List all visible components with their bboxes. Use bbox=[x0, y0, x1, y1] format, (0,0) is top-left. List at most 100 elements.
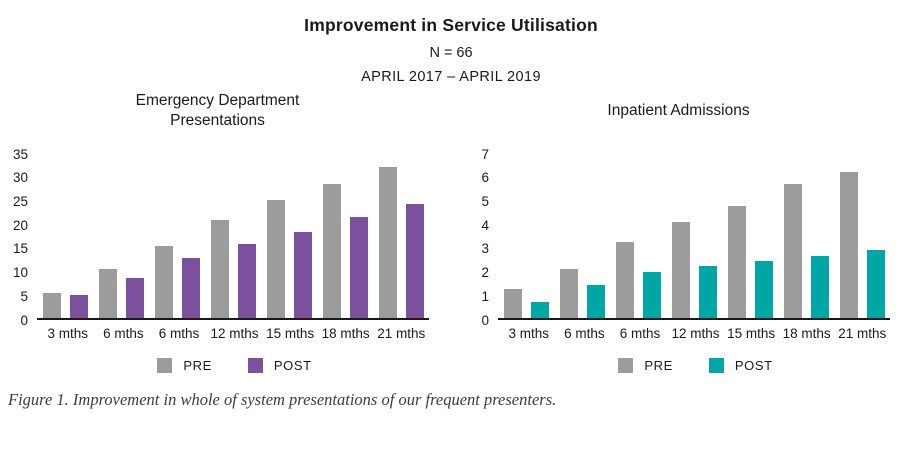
y-tick-label: 35 bbox=[12, 146, 28, 162]
pre-bar bbox=[727, 205, 746, 318]
x-axis-label: 6 mths bbox=[158, 326, 200, 341]
pre-bar bbox=[266, 199, 285, 318]
y-tick-label: 4 bbox=[481, 217, 489, 233]
x-axis-label: 6 mths bbox=[564, 326, 605, 341]
chart-title-line: Presentations bbox=[170, 112, 265, 129]
legend-item-pre: PRE bbox=[618, 358, 673, 373]
bar-group bbox=[373, 154, 429, 318]
chart-emergency-department: Emergency Department Presentations 0 5 10 15… bbox=[6, 90, 429, 373]
y-tick-label: 2 bbox=[481, 264, 489, 280]
legend-swatch-post bbox=[247, 358, 263, 373]
legend: PRE POST bbox=[501, 358, 890, 373]
post-bar bbox=[349, 216, 368, 318]
bar-group bbox=[317, 154, 373, 318]
x-axis-label: 18 mths bbox=[782, 326, 831, 341]
figure-caption: Figure 1. Improvement in whole of system… bbox=[8, 390, 557, 409]
legend-label: PRE bbox=[644, 358, 673, 373]
x-axis-label: 3 mths bbox=[508, 326, 550, 341]
y-tick-label: 20 bbox=[12, 217, 28, 233]
bar-plot bbox=[498, 154, 890, 320]
x-axis-label: 6 mths bbox=[619, 326, 661, 341]
bar-group bbox=[666, 154, 722, 318]
legend-label: POST bbox=[273, 358, 312, 373]
y-axis: 0 1 2 3 4 5 6 7 bbox=[467, 147, 498, 326]
post-bar bbox=[125, 278, 144, 318]
bar-group bbox=[93, 154, 149, 318]
y-tick-label: 7 bbox=[481, 146, 489, 162]
bar-group bbox=[778, 154, 834, 318]
x-axis-label: 15 mths bbox=[727, 326, 776, 341]
legend-swatch-pre bbox=[618, 358, 634, 373]
x-axis-label: 3 mths bbox=[47, 326, 89, 341]
pre-bar bbox=[671, 221, 690, 318]
y-tick-label: 6 bbox=[481, 169, 489, 185]
pre-bar bbox=[154, 246, 173, 318]
post-bar bbox=[642, 272, 661, 318]
pre-bar bbox=[503, 288, 522, 318]
x-axis-label: 18 mths bbox=[321, 326, 370, 341]
x-axis-label: 12 mths bbox=[210, 326, 259, 341]
post-bar bbox=[698, 266, 717, 318]
post-bar bbox=[754, 260, 773, 318]
bar-group bbox=[149, 154, 205, 318]
chart-title-line: Emergency Department bbox=[135, 91, 300, 109]
post-bar bbox=[237, 243, 256, 318]
post-bar bbox=[866, 250, 885, 318]
bar-group bbox=[37, 154, 93, 318]
legend: PRE POST bbox=[40, 358, 429, 373]
chart-plot-area: 0 1 2 3 4 5 6 7 bbox=[467, 147, 890, 326]
pre-bar bbox=[783, 184, 802, 318]
pre-bar bbox=[322, 183, 341, 318]
chart-plot-area: 0 5 10 15 20 25 30 35 bbox=[6, 147, 429, 326]
bar-plot bbox=[37, 154, 429, 320]
legend-label: POST bbox=[734, 358, 773, 373]
x-axis-label: 21 mths bbox=[838, 326, 887, 341]
pre-bar bbox=[42, 292, 61, 318]
legend-swatch-pre bbox=[157, 358, 173, 373]
y-tick-label: 0 bbox=[20, 312, 28, 328]
chart-inpatient-admissions: Inpatient Admissions 0 1 2 3 4 5 6 7 3 mths 6 mt… bbox=[467, 90, 890, 373]
post-bar bbox=[293, 231, 312, 318]
post-bar bbox=[181, 258, 200, 318]
y-tick-label: 1 bbox=[481, 288, 489, 304]
bar-group bbox=[261, 154, 317, 318]
x-axis: 3 mths 6 mths 6 mths 12 mths 15 mths 18 mths 2… bbox=[501, 326, 890, 341]
pre-bar bbox=[839, 171, 858, 318]
y-tick-label: 30 bbox=[12, 169, 28, 185]
chart-title-line: Inpatient Admissions bbox=[607, 101, 750, 119]
page-title: Improvement in Service Utilisation bbox=[304, 15, 598, 35]
x-axis: 3 mths 6 mths 6 mths 12 mths 15 mths 18 mths 2… bbox=[40, 326, 429, 341]
post-bar bbox=[586, 285, 605, 318]
bar-group bbox=[722, 154, 778, 318]
legend-item-post: POST bbox=[708, 358, 773, 373]
figure-header: Improvement in Service Utilisation N = 6… bbox=[0, 0, 902, 85]
bar-group bbox=[610, 154, 666, 318]
y-tick-label: 0 bbox=[481, 312, 489, 328]
y-tick-label: 15 bbox=[12, 241, 28, 257]
bar-group bbox=[554, 154, 610, 318]
y-tick-label: 25 bbox=[12, 193, 28, 209]
x-axis-label: 6 mths bbox=[103, 326, 144, 341]
post-bar bbox=[810, 255, 829, 318]
legend-swatch-post bbox=[708, 358, 724, 373]
y-tick-label: 10 bbox=[12, 264, 28, 280]
y-tick-label: 5 bbox=[481, 193, 489, 209]
y-tick-label: 5 bbox=[20, 288, 28, 304]
pre-bar bbox=[210, 219, 229, 318]
y-tick-label: 3 bbox=[481, 241, 489, 257]
date-range-label: APRIL 2017 – APRIL 2019 bbox=[361, 69, 541, 85]
bar-group bbox=[498, 154, 554, 318]
x-axis-label: 12 mths bbox=[671, 326, 720, 341]
chart-title: Emergency Department Presentations bbox=[6, 90, 429, 132]
pre-bar bbox=[559, 268, 578, 318]
pre-bar bbox=[378, 166, 397, 318]
charts-row: Emergency Department Presentations 0 5 10 15… bbox=[0, 90, 902, 373]
chart-title: Inpatient Admissions bbox=[467, 90, 890, 132]
x-axis-label: 21 mths bbox=[377, 326, 426, 341]
sample-size-label: N = 66 bbox=[429, 45, 473, 61]
pre-bar bbox=[615, 241, 634, 318]
legend-item-pre: PRE bbox=[157, 358, 212, 373]
legend-item-post: POST bbox=[247, 358, 312, 373]
legend-label: PRE bbox=[183, 358, 212, 373]
bar-group bbox=[205, 154, 261, 318]
